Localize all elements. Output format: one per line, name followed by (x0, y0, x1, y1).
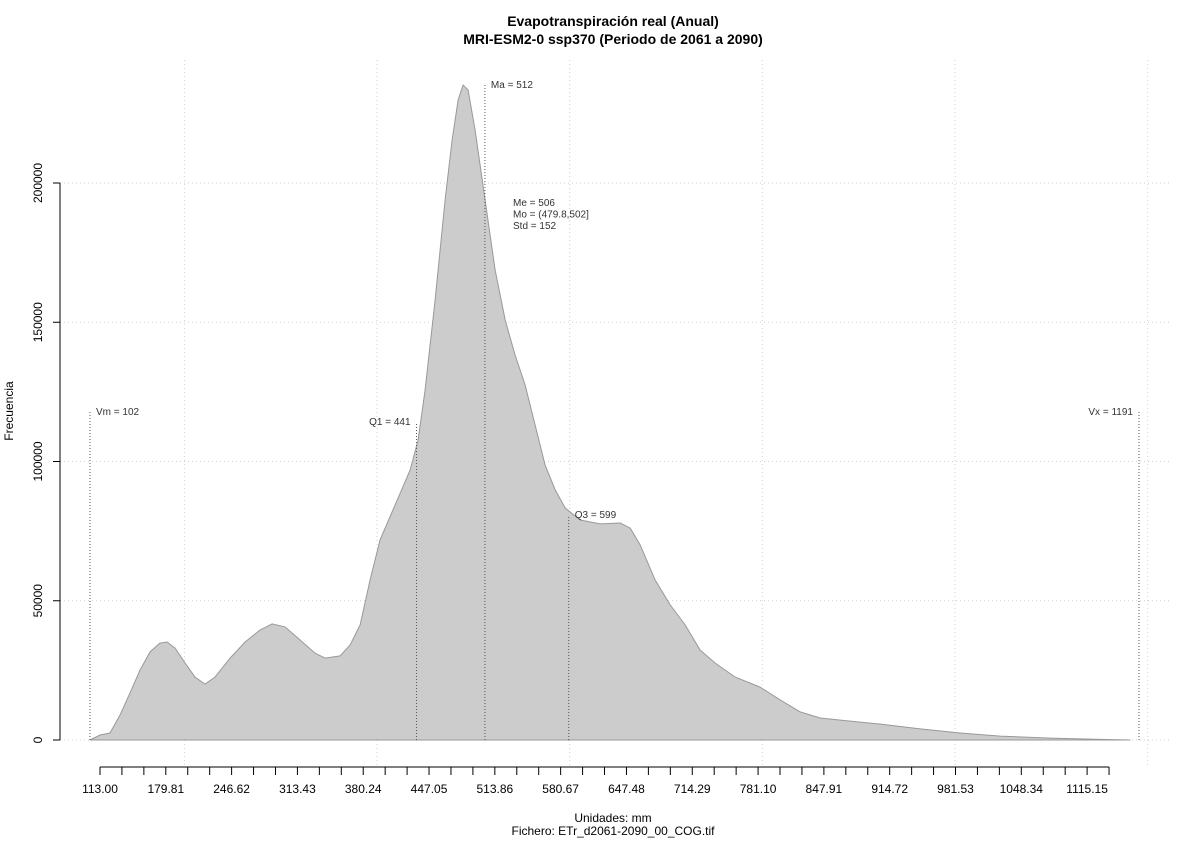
caption: Fichero: ETr_d2061-2090_00_COG.tif (512, 824, 716, 838)
y-tick-label: 200000 (31, 163, 45, 203)
x-tick-label: 981.53 (937, 782, 974, 796)
x-tick-label: 447.05 (411, 782, 448, 796)
density-area (89, 84, 1131, 741)
y-tick-label: 0 (31, 736, 45, 743)
annotation-label: Ma = 512 (491, 80, 533, 91)
x-tick-label: 113.00 (82, 782, 118, 796)
y-tick-label: 150000 (31, 302, 45, 342)
x-tick-label: 781.10 (740, 782, 777, 796)
stats-text: Me = 506 (513, 198, 555, 209)
x-tick-label: 847.91 (806, 782, 843, 796)
annotation-label: Q1 = 441 (369, 417, 411, 428)
annotation-label: Vx = 1191 (1088, 407, 1133, 418)
x-axis-label: Unidades: mm (574, 811, 651, 825)
chart-title: Evapotranspiración real (Anual) (507, 13, 719, 29)
annotation-label: Vm = 102 (96, 407, 140, 418)
y-tick-label: 50000 (31, 584, 45, 618)
stats-text: Std = 152 (513, 221, 557, 232)
x-tick-label: 513.86 (476, 782, 513, 796)
x-tick-label: 1048.34 (1000, 782, 1044, 796)
stats-text: Mo = (479.8,502] (513, 210, 589, 221)
x-tick-label: 313.43 (279, 782, 316, 796)
annotation-label: Q3 = 599 (575, 510, 617, 521)
y-tick-label: 100000 (31, 441, 45, 481)
x-tick-label: 580.67 (542, 782, 579, 796)
x-tick-label: 914.72 (871, 782, 908, 796)
x-tick-label: 647.48 (608, 782, 645, 796)
x-tick-label: 246.62 (213, 782, 250, 796)
x-tick-label: 1115.15 (1066, 782, 1108, 796)
chart-subtitle: MRI-ESM2-0 ssp370 (Periodo de 2061 a 209… (463, 31, 763, 47)
y-axis-label: Frecuencia (2, 381, 16, 441)
x-tick-label: 380.24 (345, 782, 382, 796)
x-tick-label: 714.29 (674, 782, 711, 796)
x-tick-label: 179.81 (147, 782, 184, 796)
